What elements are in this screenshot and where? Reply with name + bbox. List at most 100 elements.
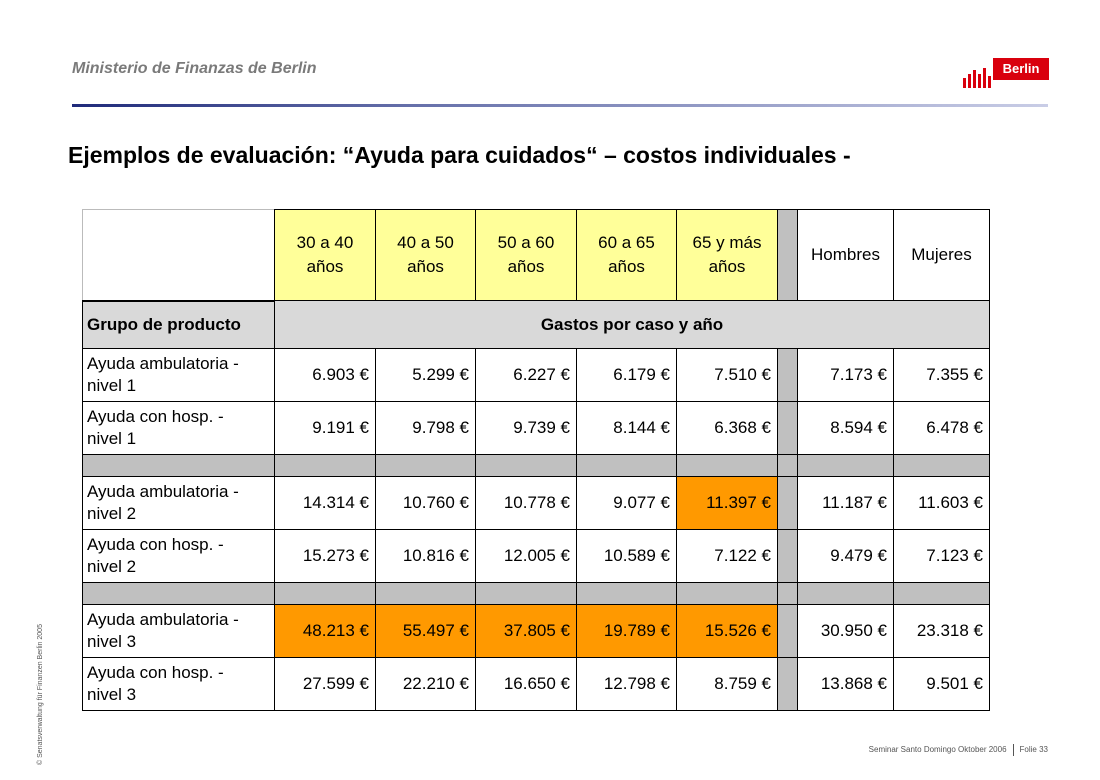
gap-column (777, 657, 798, 711)
age-header-2: 50 a 60 años (475, 209, 577, 301)
age-cost-cell: 19.789 € (576, 604, 677, 658)
separator-cell (82, 454, 275, 477)
separator-cell (475, 582, 577, 605)
gender-cost-cell: 9.501 € (893, 657, 990, 711)
age-cost-cell: 48.213 € (274, 604, 376, 658)
separator-row (82, 454, 990, 477)
copyright-vertical: © Senatsverwaltung für Finanzen Berlin 2… (37, 624, 44, 765)
age-cost-cell: 5.299 € (375, 348, 476, 402)
age-cost-cell: 6.227 € (475, 348, 577, 402)
age-cost-cell: 6.903 € (274, 348, 376, 402)
age-cost-cell: 11.397 € (676, 476, 778, 530)
berlin-logo: Berlin (963, 58, 1049, 88)
corner-cell (82, 209, 275, 302)
separator-cell (893, 454, 990, 477)
age-header-0: 30 a 40 años (274, 209, 376, 301)
product-label: Ayuda con hosp. - nivel 1 (82, 401, 275, 455)
separator-cell (375, 454, 476, 477)
age-cost-cell: 15.526 € (676, 604, 778, 658)
header-rule (72, 104, 1048, 107)
age-cost-cell: 12.005 € (475, 529, 577, 583)
gender-cost-cell: 30.950 € (797, 604, 894, 658)
table-row: Ayuda con hosp. - nivel 3 27.599 €22.210 €… (82, 657, 990, 711)
age-header-1: 40 a 50 años (375, 209, 476, 301)
gap-column (777, 401, 798, 455)
age-cost-cell: 9.798 € (375, 401, 476, 455)
age-cost-cell: 6.368 € (676, 401, 778, 455)
age-cost-cell: 7.510 € (676, 348, 778, 402)
gap-column (777, 529, 798, 583)
gender-header-1: Mujeres (893, 209, 990, 301)
table-row: Ayuda ambulatoria - nivel 3 48.213 €55.497… (82, 604, 990, 658)
age-cost-cell: 15.273 € (274, 529, 376, 583)
age-cost-cell: 10.589 € (576, 529, 677, 583)
org-title: Ministerio de Finanzas de Berlin (72, 60, 317, 77)
gap-column (777, 604, 798, 658)
age-cost-cell: 8.759 € (676, 657, 778, 711)
separator-cell (475, 454, 577, 477)
separator-cell (777, 454, 798, 477)
product-label: Ayuda con hosp. - nivel 2 (82, 529, 275, 583)
gender-cost-cell: 7.355 € (893, 348, 990, 402)
gender-cost-cell: 9.479 € (797, 529, 894, 583)
row-header: Grupo de producto (82, 300, 275, 349)
age-cost-cell: 9.739 € (475, 401, 577, 455)
product-label: Ayuda ambulatoria - nivel 3 (82, 604, 275, 658)
gender-cost-cell: 23.318 € (893, 604, 990, 658)
product-label: Ayuda ambulatoria - nivel 1 (82, 348, 275, 402)
age-cost-cell: 55.497 € (375, 604, 476, 658)
product-label: Ayuda ambulatoria - nivel 2 (82, 476, 275, 530)
age-cost-cell: 9.077 € (576, 476, 677, 530)
separator-row (82, 582, 990, 605)
age-cost-cell: 7.122 € (676, 529, 778, 583)
value-header: Gastos por caso y año (274, 300, 990, 349)
separator-cell (274, 582, 376, 605)
footer-slide-number: Folie 33 (1019, 745, 1048, 755)
separator-cell (375, 582, 476, 605)
footer-event: Seminar Santo Domingo Oktober 2006 (868, 745, 1007, 755)
age-cost-cell: 16.650 € (475, 657, 577, 711)
gender-cost-cell: 7.123 € (893, 529, 990, 583)
footer: Seminar Santo Domingo Oktober 2006 Folie … (869, 744, 1048, 756)
age-cost-cell: 27.599 € (274, 657, 376, 711)
bear-icon (963, 66, 991, 88)
separator-cell (797, 582, 894, 605)
separator-cell (274, 454, 376, 477)
separator-cell (676, 454, 778, 477)
gap-column (777, 476, 798, 530)
gap-column (777, 209, 798, 301)
age-cost-cell: 6.179 € (576, 348, 677, 402)
age-cost-cell: 14.314 € (274, 476, 376, 530)
gender-cost-cell: 11.603 € (893, 476, 990, 530)
separator-cell (797, 454, 894, 477)
gender-cost-cell: 6.478 € (893, 401, 990, 455)
gender-cost-cell: 7.173 € (797, 348, 894, 402)
age-cost-cell: 12.798 € (576, 657, 677, 711)
age-cost-cell: 8.144 € (576, 401, 677, 455)
separator-cell (777, 582, 798, 605)
gap-column (777, 348, 798, 402)
age-cost-cell: 10.760 € (375, 476, 476, 530)
page-title: Ejemplos de evaluación: “Ayuda para cuid… (68, 142, 851, 168)
age-cost-cell: 9.191 € (274, 401, 376, 455)
separator-cell (82, 582, 275, 605)
gender-cost-cell: 13.868 € (797, 657, 894, 711)
age-header-3: 60 a 65 años (576, 209, 677, 301)
table-row: Ayuda ambulatoria - nivel 1 6.903 €5.299 €… (82, 348, 990, 402)
age-cost-cell: 22.210 € (375, 657, 476, 711)
age-cost-cell: 37.805 € (475, 604, 577, 658)
separator-cell (676, 582, 778, 605)
age-cost-cell: 10.778 € (475, 476, 577, 530)
separator-cell (576, 454, 677, 477)
logo-wordmark: Berlin (993, 58, 1049, 80)
table-row: Ayuda con hosp. - nivel 1 9.191 €9.798 €9.… (82, 401, 990, 455)
separator-cell (893, 582, 990, 605)
gender-header-0: Hombres (797, 209, 894, 301)
cost-table: 30 a 40 años 40 a 50 años 50 a 60 años 60 a 65… (82, 209, 990, 711)
gender-cost-cell: 8.594 € (797, 401, 894, 455)
separator-cell (576, 582, 677, 605)
gender-cost-cell: 11.187 € (797, 476, 894, 530)
product-label: Ayuda con hosp. - nivel 3 (82, 657, 275, 711)
age-cost-cell: 10.816 € (375, 529, 476, 583)
table-row: Ayuda con hosp. - nivel 2 15.273 €10.816 €… (82, 529, 990, 583)
